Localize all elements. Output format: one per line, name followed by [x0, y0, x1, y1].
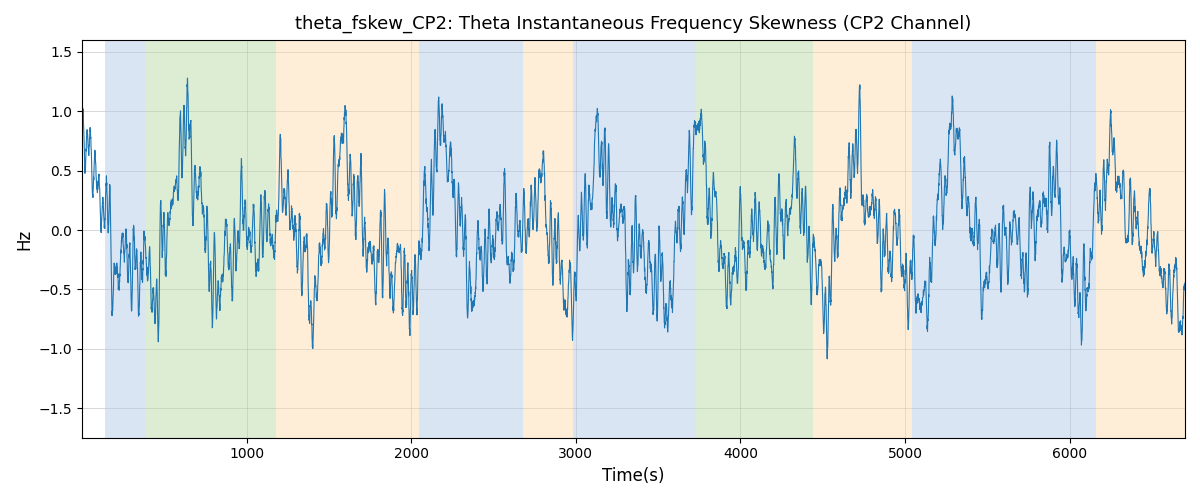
Y-axis label: Hz: Hz	[14, 228, 32, 250]
Bar	[696, 40, 812, 438]
Bar	[523, 40, 572, 438]
Bar	[912, 40, 1096, 438]
Bar	[146, 40, 276, 438]
Bar	[812, 40, 912, 438]
Bar	[572, 40, 696, 438]
Bar	[1096, 40, 1186, 438]
Bar	[276, 40, 420, 438]
X-axis label: Time(s): Time(s)	[602, 467, 665, 485]
Bar	[420, 40, 523, 438]
Title: theta_fskew_CP2: Theta Instantaneous Frequency Skewness (CP2 Channel): theta_fskew_CP2: Theta Instantaneous Fre…	[295, 15, 972, 34]
Bar	[104, 40, 146, 438]
